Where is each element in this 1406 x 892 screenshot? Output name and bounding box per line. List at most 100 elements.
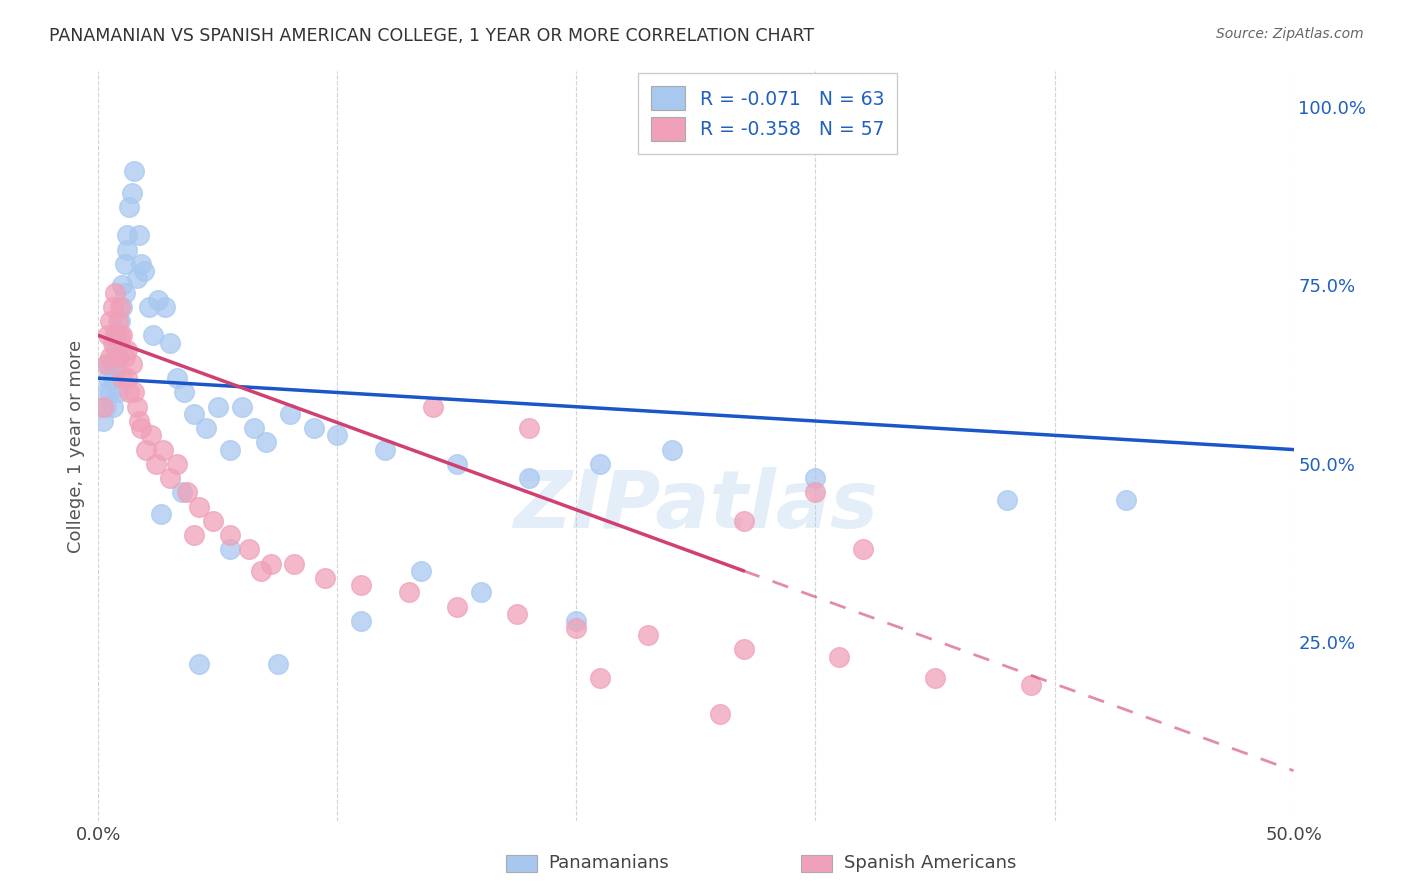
Point xyxy=(733,514,755,528)
Point xyxy=(219,542,242,557)
Point xyxy=(350,614,373,628)
Point xyxy=(142,328,165,343)
Legend: R = -0.071   N = 63, R = -0.358   N = 57: R = -0.071 N = 63, R = -0.358 N = 57 xyxy=(638,73,897,154)
Point xyxy=(94,385,117,400)
Point xyxy=(114,350,136,364)
Point xyxy=(111,328,134,343)
Point xyxy=(187,500,209,514)
Point xyxy=(91,400,114,414)
Point xyxy=(104,343,127,357)
Point xyxy=(107,350,129,364)
Point xyxy=(1115,492,1137,507)
Point xyxy=(128,414,150,428)
Point xyxy=(283,557,305,571)
Point xyxy=(115,243,138,257)
Point xyxy=(709,706,731,721)
Point xyxy=(97,328,120,343)
Point xyxy=(97,371,120,385)
Point xyxy=(131,421,153,435)
Point xyxy=(148,293,170,307)
Point xyxy=(250,564,273,578)
Point xyxy=(104,364,127,378)
Point xyxy=(183,407,205,421)
Point xyxy=(661,442,683,457)
Point xyxy=(278,407,301,421)
Point xyxy=(115,228,138,243)
Point xyxy=(804,485,827,500)
Point xyxy=(118,385,141,400)
Point xyxy=(98,385,122,400)
Point xyxy=(219,442,242,457)
Point xyxy=(145,457,167,471)
Point xyxy=(108,300,131,314)
Point xyxy=(104,328,127,343)
Point xyxy=(207,400,229,414)
Point xyxy=(398,585,420,599)
Point xyxy=(302,421,325,435)
Point xyxy=(176,485,198,500)
Point xyxy=(138,300,160,314)
Point xyxy=(411,564,433,578)
Point xyxy=(94,400,117,414)
Point xyxy=(924,671,946,685)
Point xyxy=(804,471,827,485)
Point xyxy=(152,442,174,457)
Point xyxy=(350,578,373,592)
Point xyxy=(155,300,177,314)
Point xyxy=(202,514,225,528)
Point xyxy=(852,542,875,557)
Point xyxy=(101,335,124,350)
Point xyxy=(422,400,444,414)
Point xyxy=(166,457,188,471)
Point xyxy=(125,400,148,414)
Point xyxy=(733,642,755,657)
Point xyxy=(238,542,260,557)
Point xyxy=(98,350,122,364)
Point xyxy=(104,285,127,300)
Text: ZIPatlas: ZIPatlas xyxy=(513,467,879,545)
Point xyxy=(517,421,540,435)
Point xyxy=(121,357,143,371)
Point xyxy=(139,428,162,442)
Text: Source: ZipAtlas.com: Source: ZipAtlas.com xyxy=(1216,27,1364,41)
Point xyxy=(94,357,117,371)
Point xyxy=(115,371,138,385)
Point xyxy=(183,528,205,542)
Point xyxy=(125,271,148,285)
Point xyxy=(97,357,120,371)
Point xyxy=(111,300,134,314)
Point xyxy=(315,571,337,585)
Point xyxy=(1019,678,1042,692)
Point xyxy=(243,421,266,435)
Point xyxy=(111,371,134,385)
Point xyxy=(172,485,194,500)
Point xyxy=(132,264,155,278)
Point xyxy=(104,328,127,343)
Point xyxy=(107,350,129,364)
Point xyxy=(446,457,468,471)
Point xyxy=(187,657,209,671)
Point xyxy=(565,621,588,635)
Point xyxy=(166,371,188,385)
Y-axis label: College, 1 year or more: College, 1 year or more xyxy=(66,340,84,552)
Point xyxy=(98,314,122,328)
Point xyxy=(219,528,242,542)
Point xyxy=(517,471,540,485)
Point xyxy=(159,335,181,350)
Point xyxy=(98,357,122,371)
Point xyxy=(118,200,141,214)
Point xyxy=(108,314,131,328)
Point xyxy=(195,421,218,435)
Point xyxy=(101,400,124,414)
Point xyxy=(637,628,659,642)
Point xyxy=(326,428,349,442)
Point xyxy=(128,228,150,243)
Point xyxy=(374,442,396,457)
Point xyxy=(108,335,131,350)
Point xyxy=(114,257,136,271)
Point xyxy=(91,414,114,428)
Point xyxy=(589,457,612,471)
Point xyxy=(149,507,172,521)
Point xyxy=(828,649,851,664)
Point xyxy=(101,371,124,385)
